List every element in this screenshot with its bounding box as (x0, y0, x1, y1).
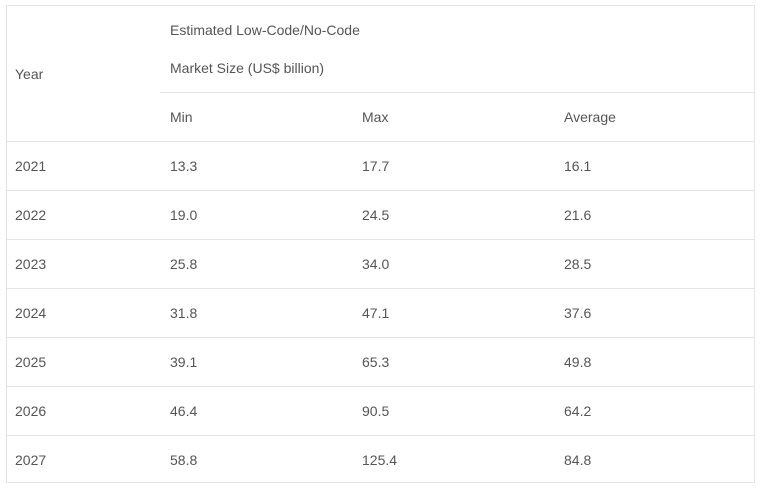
average-cell: 37.6 (554, 288, 754, 338)
min-cell: 58.8 (170, 452, 198, 468)
year-cell: 2025 (7, 337, 160, 387)
average-cell: 84.8 (564, 452, 592, 468)
header-row-sub: Min Max Average (7, 92, 754, 142)
market-size-group-header: Estimated Low-Code/No-Code Market Size (… (160, 6, 754, 93)
year-column-header: Year (7, 6, 160, 142)
average-cell: 21.6 (554, 190, 754, 240)
min-cell: 46.4 (160, 386, 352, 436)
average-cell: 64.2 (554, 386, 754, 436)
year-cell: 2027 (15, 452, 47, 468)
max-column-header: Max (352, 92, 554, 142)
max-cell: 90.5 (352, 386, 554, 436)
table-row: 2026 46.4 90.5 64.2 (7, 386, 754, 436)
year-cell: 2022 (7, 190, 160, 240)
table-row: 2023 25.8 34.0 28.5 (7, 239, 754, 289)
table-row: 2022 19.0 24.5 21.6 (7, 190, 754, 240)
market-size-table-frame: Year Estimated Low-Code/No-Code Market S… (6, 5, 755, 483)
year-cell: 2021 (7, 141, 160, 191)
table-row: 2024 31.8 47.1 37.6 (7, 288, 754, 338)
max-cell: 47.1 (352, 288, 554, 338)
year-cell: 2024 (7, 288, 160, 338)
min-cell: 39.1 (160, 337, 352, 387)
average-column-header: Average (554, 92, 754, 142)
table-row: 2021 13.3 17.7 16.1 (7, 141, 754, 191)
year-cell: 2026 (7, 386, 160, 436)
table-row: 2025 39.1 65.3 49.8 (7, 337, 754, 387)
min-cell: 13.3 (160, 141, 352, 191)
year-cell: 2023 (7, 239, 160, 289)
min-column-header: Min (160, 92, 352, 142)
max-cell: 125.4 (362, 452, 398, 468)
min-cell: 25.8 (160, 239, 352, 289)
max-cell: 34.0 (352, 239, 554, 289)
max-cell: 24.5 (352, 190, 554, 240)
average-cell: 28.5 (554, 239, 754, 289)
group-header-line-1: Estimated Low-Code/No-Code (170, 22, 360, 38)
min-cell: 19.0 (160, 190, 352, 240)
table-row: 2027 58.8 125.4 84.8 (7, 436, 754, 485)
average-cell: 16.1 (554, 141, 754, 191)
average-cell: 49.8 (554, 337, 754, 387)
group-header-line-2: Market Size (US$ billion) (170, 60, 325, 76)
max-cell: 65.3 (352, 337, 554, 387)
table-body: 2021 13.3 17.7 16.1 2022 19.0 24.5 21.6 … (7, 141, 754, 485)
table-header: Year Estimated Low-Code/No-Code Market S… (7, 6, 754, 142)
max-cell: 17.7 (352, 141, 554, 191)
market-size-table: Year Estimated Low-Code/No-Code Market S… (7, 6, 754, 484)
header-row-group: Year Estimated Low-Code/No-Code Market S… (7, 6, 754, 142)
min-cell: 31.8 (160, 288, 352, 338)
